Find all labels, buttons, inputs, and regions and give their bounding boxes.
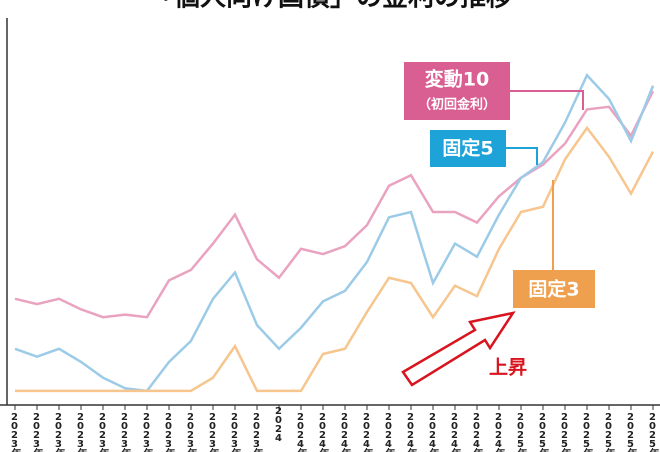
series-label: 固定5 bbox=[442, 137, 493, 160]
annotation: 上昇 bbox=[489, 357, 527, 379]
x-tick-label: 2025年 bbox=[559, 412, 571, 452]
x-tick-label: 2024年 bbox=[339, 412, 351, 452]
x-tick-label: 2025年 bbox=[515, 412, 527, 452]
x-tick-label: 2023年 bbox=[53, 412, 65, 452]
x-tick-label: 2024年 bbox=[493, 412, 505, 452]
x-tick-label: 2024年 bbox=[405, 412, 417, 452]
x-tick-label: 2025年 bbox=[647, 412, 659, 452]
series-label: 固定3 bbox=[528, 278, 579, 301]
x-tick-label: 2025年 bbox=[581, 412, 593, 452]
line-series bbox=[15, 125, 655, 393]
series-label: 変動10 bbox=[425, 68, 489, 91]
x-tick-label: 2023年 bbox=[9, 412, 21, 452]
line-series bbox=[14, 90, 655, 319]
leader bbox=[505, 147, 538, 165]
x-tick-label: 2023年 bbox=[163, 412, 175, 452]
arrow bbox=[401, 311, 516, 387]
label-box bbox=[404, 62, 510, 120]
x-tick-label: 2025年 bbox=[537, 412, 549, 452]
x-tick-label: 2025年 bbox=[625, 412, 637, 452]
x-tick-label: 2024年 bbox=[295, 412, 307, 452]
x-tick-label: 2023年 bbox=[119, 412, 131, 452]
annotations: 変動10 （初回金利） 固定5 固定3 上昇 bbox=[401, 62, 595, 387]
line-series bbox=[14, 73, 655, 393]
x-tick-label: 2023年 bbox=[207, 412, 219, 452]
leader bbox=[510, 90, 584, 110]
series-sublabel: （初回金利） bbox=[418, 97, 496, 113]
chart-title: 「個人向け国債」の金利の推移 bbox=[148, 0, 512, 13]
label-box bbox=[513, 270, 595, 308]
x-tick-label: 2024年 bbox=[427, 412, 439, 452]
x-tick-label: 2024年 bbox=[383, 412, 395, 452]
x-tick-label: 2024年 bbox=[317, 412, 329, 452]
x-tick-label: 2023年 bbox=[141, 412, 153, 452]
x-tick-label: 2024年 bbox=[449, 412, 461, 452]
x-tick-label: 2023年 bbox=[229, 412, 241, 452]
lines bbox=[14, 73, 655, 393]
x-tick-label: 2023年 bbox=[97, 412, 109, 452]
label-box bbox=[430, 130, 506, 167]
x-tick-label: 2024 bbox=[273, 406, 284, 442]
x-tick-label: 2023年 bbox=[75, 412, 87, 452]
x-tick-label: 2023年 bbox=[185, 412, 197, 452]
x-tick-label: 2024年 bbox=[361, 412, 373, 452]
x-tick-label: 2024年 bbox=[471, 412, 483, 452]
x-tick-label: 2025年 bbox=[603, 412, 615, 452]
x-tick-label: 2023年 bbox=[31, 412, 43, 452]
x-tick-label: 2023年 bbox=[251, 412, 263, 452]
